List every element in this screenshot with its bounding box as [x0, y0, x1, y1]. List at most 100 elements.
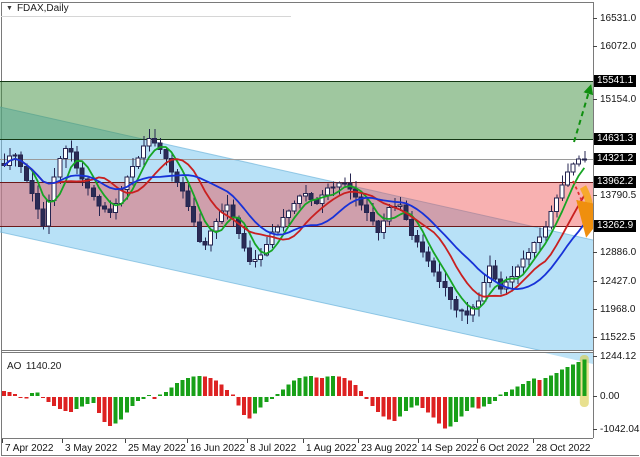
bear-candle [152, 137, 158, 144]
bull-candle [12, 154, 18, 157]
bull-candle [514, 266, 520, 278]
bear-candle [202, 240, 208, 246]
resistance-zone [0, 81, 593, 139]
bull-candle [57, 157, 63, 178]
ao-bar [303, 376, 308, 396]
price-tick-label: 16072.0 [600, 41, 637, 52]
ao-bar [353, 385, 358, 396]
date-tick-label: 28 Oct 2022 [536, 443, 591, 454]
ao-bar [532, 378, 537, 396]
bear-candle [34, 192, 40, 210]
bear-candle [40, 208, 46, 227]
date-tick-label: 23 Aug 2022 [361, 443, 418, 454]
ao-bar [74, 397, 79, 410]
main-price-pane[interactable] [0, 0, 593, 350]
date-tick-label: 25 May 2022 [128, 443, 186, 454]
price-tick-label: 16531.0 [600, 13, 637, 24]
pullback-arrow-down [576, 185, 593, 238]
ao-bar [459, 397, 464, 417]
bull-candle [263, 243, 269, 256]
ao-bar [253, 397, 258, 414]
ao-bar [465, 397, 470, 412]
ao-tick-mark [593, 396, 597, 397]
bear-candle [492, 265, 498, 280]
ao-bar [370, 397, 375, 406]
price-tick-label: 12427.0 [600, 276, 637, 287]
ao-bar [68, 397, 73, 413]
ao-value: 1140.20 [25, 361, 62, 372]
bull-candle [470, 306, 476, 316]
bull-candle [380, 220, 386, 233]
ao-bar [571, 364, 576, 396]
price-level-badge: 15541.1 [594, 75, 637, 87]
ao-bars [2, 359, 587, 429]
ao-bar [509, 389, 514, 396]
price-tick-label: 12886.0 [600, 247, 637, 258]
ao-bar [420, 397, 425, 408]
ao-bar [336, 376, 341, 396]
ao-bar [186, 378, 191, 396]
price-tick-mark [593, 46, 597, 47]
ao-bar [52, 397, 57, 406]
bear-candle [191, 205, 197, 223]
bear-candle [247, 247, 253, 263]
ao-bar [91, 397, 96, 404]
bull-candle [336, 182, 342, 188]
bear-candle [375, 220, 381, 233]
price-level-badge: 14321.2 [594, 153, 637, 165]
bull-candle [526, 252, 532, 260]
bear-candle [196, 221, 202, 242]
bull-candle [341, 182, 347, 185]
bull-candle [286, 210, 292, 218]
price-tick-mark [593, 18, 597, 19]
ao-bar [13, 394, 18, 396]
ao-bar [565, 367, 570, 396]
bear-candle [459, 309, 465, 312]
ao-name: AO [7, 361, 22, 372]
date-tick-mark [358, 439, 359, 443]
price-tick-mark [593, 309, 597, 310]
price-tick-label: 13790.5 [600, 190, 637, 201]
date-tick-label: 7 Apr 2022 [5, 443, 54, 454]
ao-bar [24, 397, 29, 399]
ao-bar [476, 397, 481, 409]
ao-bar [520, 383, 525, 396]
ao-indicator-pane[interactable] [0, 353, 593, 438]
bull-candle [520, 258, 526, 268]
pane-separator-top [1, 350, 593, 351]
ao-bar [554, 372, 559, 396]
date-tick-mark [125, 439, 126, 443]
bear-candle [23, 165, 29, 182]
bull-candle [252, 258, 258, 263]
ao-bar [135, 397, 140, 401]
ao-tick-label: 0.00 [600, 391, 620, 402]
bull-candle [213, 221, 219, 232]
bear-candle [369, 212, 375, 222]
ao-tick-label: 1244.12 [600, 351, 637, 362]
ao-bar [214, 380, 219, 396]
price-axis-separator [593, 2, 594, 438]
ao-bar [269, 397, 274, 399]
ao-bar [169, 387, 174, 396]
bull-candle [51, 176, 57, 202]
bull-candle [553, 197, 559, 212]
ao-bar [347, 380, 352, 396]
ao-bar [35, 392, 40, 396]
bull-candle [548, 210, 554, 228]
bull-candle [325, 187, 331, 196]
bear-candle [230, 204, 236, 219]
chart-title: FDAX,Daily [16, 3, 69, 14]
chevron-down-icon[interactable]: ▼ [6, 5, 13, 12]
date-tick-label: 16 Jun 2022 [190, 443, 246, 454]
bull-candle [319, 194, 325, 205]
ao-bar [543, 378, 548, 396]
chart-title-bar[interactable]: ▼ FDAX,Daily [6, 3, 69, 14]
date-tick-label: 8 Jul 2022 [250, 443, 297, 454]
ao-bar [80, 397, 85, 407]
ao-bar [197, 376, 202, 396]
ao-bar [230, 394, 235, 396]
bear-candle [29, 180, 35, 194]
bear-candle [436, 271, 442, 282]
ao-bar [297, 378, 302, 396]
